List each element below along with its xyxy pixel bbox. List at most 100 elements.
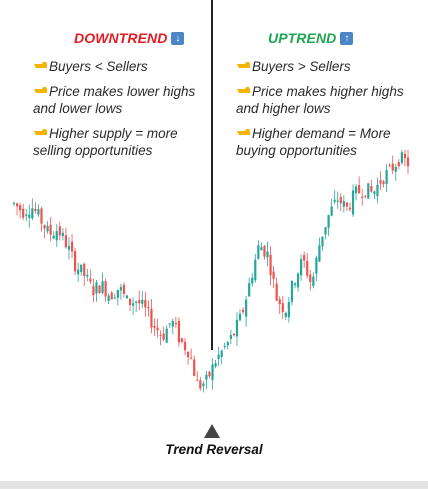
bear-candle: [83, 263, 86, 277]
bull-candle: [31, 208, 34, 219]
bull-candle: [318, 245, 321, 262]
bear-candle: [345, 202, 349, 207]
bear-candle: [361, 196, 364, 198]
bear-candle: [370, 186, 373, 192]
bear-candle: [58, 226, 61, 236]
bear-candle: [339, 196, 342, 204]
bull-candle: [296, 273, 300, 288]
bear-candle: [263, 245, 266, 257]
bull-candle: [61, 232, 64, 236]
bear-candle: [358, 185, 361, 194]
bull-candle: [214, 363, 217, 367]
pointing-hand-icon: [34, 87, 47, 93]
pointing-hand-icon: [34, 62, 47, 68]
bull-candle: [257, 245, 260, 259]
bull-candle: [254, 259, 257, 281]
bull-candle: [202, 383, 205, 387]
bull-candle: [95, 282, 98, 294]
pointing-hand-icon: [34, 129, 47, 135]
bear-candle: [162, 333, 165, 340]
bull-candle: [312, 276, 315, 286]
bull-candle: [321, 236, 324, 247]
bear-candle: [278, 299, 281, 305]
bull-candle: [80, 264, 83, 272]
downtrend-bullets: Buyers < Sellers Price makes lower highs…: [33, 58, 213, 167]
uptrend-title: UPTREND ↑: [268, 30, 354, 46]
bear-candle: [174, 322, 177, 325]
bull-candle: [333, 199, 336, 202]
bear-candle: [196, 379, 199, 381]
bear-candle: [156, 327, 159, 331]
bull-candle: [46, 225, 49, 232]
bull-candle: [324, 227, 327, 235]
bear-candle: [110, 292, 113, 300]
bear-candle: [406, 157, 410, 167]
bull-candle: [119, 287, 122, 291]
bear-candle: [303, 255, 306, 261]
bear-candle: [309, 274, 312, 282]
bear-candle: [199, 380, 202, 389]
bull-candle: [260, 247, 263, 251]
bear-candle: [382, 181, 385, 185]
bear-candle: [40, 208, 43, 224]
bear-candle: [138, 299, 141, 304]
bear-candle: [49, 224, 52, 235]
candlestick-chart: [12, 150, 410, 393]
bear-candle: [98, 285, 101, 294]
bull-candle: [315, 257, 318, 274]
bear-candle: [186, 351, 190, 358]
bull-candle: [235, 319, 239, 337]
pointing-hand-icon: [237, 62, 250, 68]
bull-candle: [300, 259, 303, 276]
reversal-triangle-icon: [204, 424, 220, 438]
bear-candle: [379, 180, 382, 184]
bear-candle: [397, 162, 400, 167]
bear-candle: [159, 335, 162, 337]
bull-candle: [107, 295, 110, 301]
bull-candle: [376, 184, 379, 197]
bear-candle: [150, 308, 153, 328]
bull-candle: [342, 200, 345, 207]
bear-candle: [64, 235, 68, 248]
bull-candle: [171, 320, 174, 327]
bull-candle: [141, 299, 144, 304]
bull-candle: [55, 231, 58, 241]
bull-candle: [330, 206, 333, 216]
bull-candle: [211, 364, 214, 380]
bear-candle: [275, 283, 278, 301]
bear-candle: [43, 225, 46, 229]
bull-candle: [113, 297, 116, 299]
bear-candle: [272, 271, 275, 279]
uptrend-bullets: Buyers > Sellers Price makes higher high…: [236, 58, 416, 167]
bear-candle: [348, 207, 352, 210]
bull-candle: [226, 342, 229, 346]
bear-candle: [180, 338, 184, 342]
downtrend-title-text: DOWNTREND: [74, 30, 168, 46]
uptrend-bullet-3: Higher demand = More buying opportunitie…: [236, 126, 391, 158]
uptrend-bullet-2: Price makes higher highs and higher lows: [236, 84, 404, 116]
bear-candle: [177, 320, 181, 343]
bull-candle: [52, 235, 55, 239]
bear-candle: [403, 153, 407, 159]
bull-candle: [245, 299, 248, 317]
bear-candle: [89, 278, 92, 282]
bear-candle: [104, 281, 107, 297]
bull-candle: [394, 166, 397, 172]
bull-candle: [217, 354, 220, 359]
downtrend-title: DOWNTREND ↓: [74, 30, 185, 46]
bear-candle: [388, 165, 391, 167]
bear-candle: [144, 299, 147, 308]
downtrend-bullet-2: Price makes lower highs and lower lows: [33, 84, 196, 116]
bull-candle: [165, 328, 168, 343]
pointing-hand-icon: [237, 129, 250, 135]
bull-candle: [293, 283, 297, 286]
bear-candle: [306, 260, 309, 276]
bull-candle: [168, 323, 171, 325]
bear-candle: [73, 251, 77, 272]
bull-candle: [132, 303, 135, 306]
bull-candle: [101, 281, 104, 293]
bull-candle: [135, 301, 138, 303]
bear-candle: [193, 359, 196, 376]
bear-candle: [190, 357, 193, 359]
bull-candle: [373, 191, 376, 195]
